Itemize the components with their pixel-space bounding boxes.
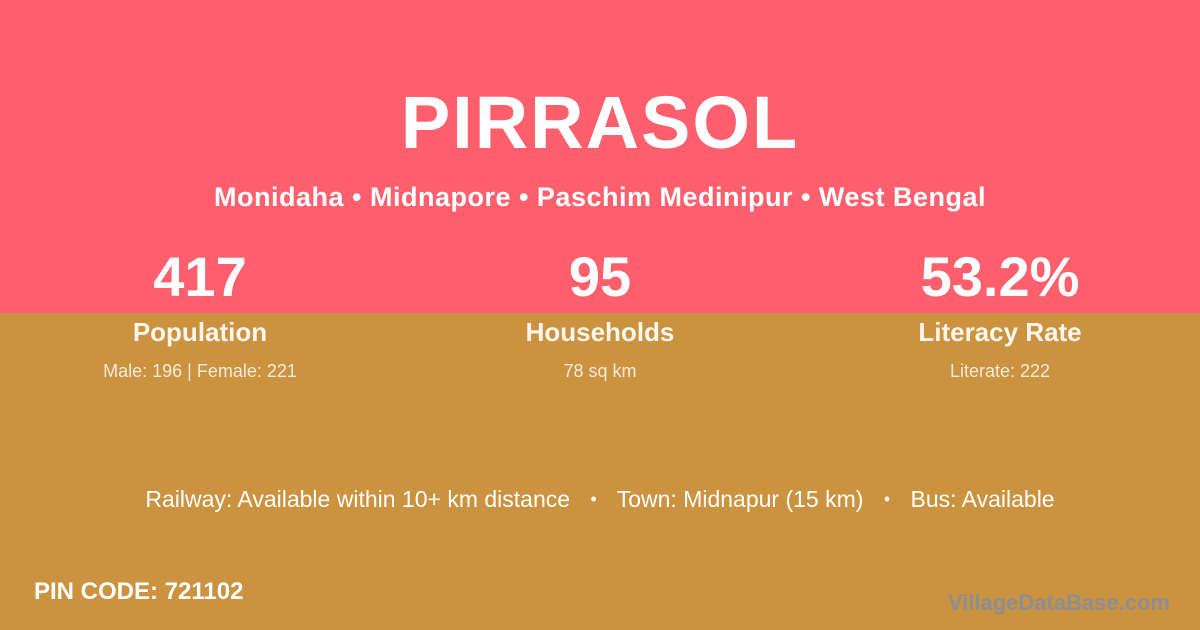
stat-literacy-rate: 53.2% Literacy Rate Literate: 222 [800,249,1200,382]
bus-availability: Bus: Available [910,486,1055,512]
railway-availability: Railway: Available within 10+ km distanc… [145,486,571,512]
population-label: Population [132,317,268,347]
households-detail: 78 sq km [563,361,637,381]
amenities-line: Railway: Available within 10+ km distanc… [0,486,1200,513]
watermark: VillageDataBase.com [947,590,1170,615]
page-title: PIRRASOL [400,81,800,164]
pin-code-label: PIN CODE: 721102 [34,578,244,605]
population-value: 417 [153,245,247,308]
nearest-town: Town: Midnapur (15 km) [616,486,864,512]
bullet-separator: • [590,489,597,509]
bullet-separator: • [883,489,891,509]
literacy-value: 53.2% [920,245,1080,308]
breadcrumb: Monidaha • Midnapore • Paschim Medinipur… [214,182,986,212]
stat-population: 417 Population Male: 196 | Female: 221 [0,249,400,382]
stats-row: 417 Population Male: 196 | Female: 221 9… [0,249,1200,382]
literacy-detail: Literate: 222 [949,361,1051,381]
literacy-label: Literacy Rate [918,317,1082,347]
population-detail: Male: 196 | Female: 221 [103,361,297,381]
households-label: Households [525,317,675,347]
header-background [0,0,1200,313]
households-value: 95 [568,245,632,308]
stat-households: 95 Households 78 sq km [400,249,800,382]
